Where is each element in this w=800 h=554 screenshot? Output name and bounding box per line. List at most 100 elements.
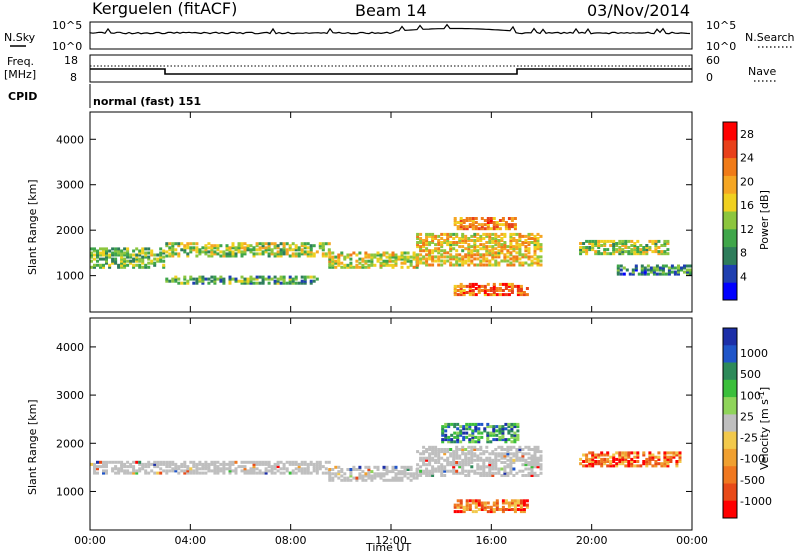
echo-cell <box>465 217 469 220</box>
echo-cell <box>446 239 450 242</box>
echo-cell <box>264 460 268 464</box>
echo-cell <box>455 450 459 454</box>
echo-cell <box>521 463 525 467</box>
echo-cell <box>213 277 217 281</box>
echo-cell <box>138 249 142 253</box>
echo-cell <box>622 272 626 276</box>
echo-cell <box>291 469 295 473</box>
echo-cell <box>594 453 598 457</box>
echo-cell <box>464 237 468 240</box>
echo-cell <box>648 239 652 243</box>
echo-cell <box>621 242 625 245</box>
echo-cell <box>618 246 622 249</box>
echo-cell <box>533 247 537 251</box>
echo-cell <box>489 217 493 220</box>
echo-cell <box>222 277 226 281</box>
echo-cell <box>447 422 451 426</box>
echo-cell <box>198 250 202 254</box>
echo-cell <box>204 277 208 281</box>
echo-cell <box>222 465 226 469</box>
echo-cell <box>477 289 481 292</box>
echo-cell <box>282 279 286 283</box>
echo-cell <box>168 279 172 283</box>
echo-cell <box>525 503 529 507</box>
echo-cell <box>467 255 471 259</box>
echo-cell <box>120 462 124 466</box>
echo-cell <box>144 253 148 257</box>
echo-cell <box>600 457 604 461</box>
echo-cell <box>507 503 511 507</box>
echo-cell <box>476 471 480 475</box>
echo-cell <box>579 462 583 466</box>
echo-cell <box>270 465 274 469</box>
echo-cell <box>477 501 481 505</box>
echo-cell <box>642 462 646 466</box>
echo-cell <box>222 467 226 471</box>
echo-cell <box>516 501 520 505</box>
echo-cell <box>328 468 332 471</box>
echo-cell <box>327 242 331 246</box>
echo-cell <box>446 450 450 454</box>
echo-cell <box>488 263 492 267</box>
echo-cell <box>530 463 534 467</box>
echo-cell <box>666 460 670 463</box>
echo-cell <box>443 249 447 253</box>
nave-label: Nave <box>748 65 776 78</box>
echo-cell <box>509 458 513 462</box>
echo-cell <box>524 445 528 449</box>
echo-cell <box>234 254 238 258</box>
echo-cell <box>376 474 380 478</box>
echo-cell <box>102 265 105 269</box>
echo-cell <box>165 465 169 469</box>
echo-cell <box>456 438 460 442</box>
echo-cell <box>461 259 465 263</box>
echo-cell <box>222 254 226 258</box>
echo-cell <box>441 433 445 437</box>
echo-cell <box>416 245 420 249</box>
echo-cell <box>105 259 108 263</box>
echo-cell <box>111 261 115 265</box>
echo-cell <box>303 281 307 285</box>
echo-cell <box>582 464 586 468</box>
echo-cell <box>267 254 271 258</box>
echo-cell <box>673 266 677 270</box>
echo-cell <box>501 293 505 297</box>
echo-cell <box>522 508 526 511</box>
echo-cell <box>403 468 407 471</box>
echo-cell <box>509 452 513 456</box>
echo-cell <box>144 255 148 259</box>
echo-cell <box>497 261 501 265</box>
echo-cell <box>403 470 407 474</box>
echo-cell <box>367 465 371 469</box>
echo-cell <box>147 465 151 469</box>
echo-cell <box>479 239 483 242</box>
echo-cell <box>492 425 496 429</box>
echo-cell <box>96 253 99 257</box>
echo-cell <box>462 289 466 292</box>
echo-cell <box>504 227 508 231</box>
echo-cell <box>105 251 108 255</box>
echo-cell <box>453 219 457 222</box>
echo-cell <box>315 467 319 471</box>
echo-cell <box>474 221 478 224</box>
echo-cell <box>479 448 483 451</box>
echo-cell <box>488 458 492 462</box>
echo-cell <box>156 465 160 469</box>
echo-cell <box>93 469 96 473</box>
echo-cell <box>201 250 205 254</box>
echo-cell <box>612 460 616 463</box>
echo-cell <box>536 448 540 451</box>
echo-cell <box>213 465 217 469</box>
echo-cell <box>491 241 495 244</box>
echo-cell <box>120 460 124 464</box>
echo-cell <box>509 251 513 255</box>
echo-cell <box>657 250 661 254</box>
echo-cell <box>318 242 322 246</box>
echo-cell <box>612 239 616 243</box>
echo-cell <box>673 270 677 274</box>
echo-cell <box>455 471 459 475</box>
echo-cell <box>603 242 607 245</box>
echo-cell <box>318 467 322 471</box>
echo-cell <box>498 227 502 231</box>
echo-cell <box>503 467 507 471</box>
